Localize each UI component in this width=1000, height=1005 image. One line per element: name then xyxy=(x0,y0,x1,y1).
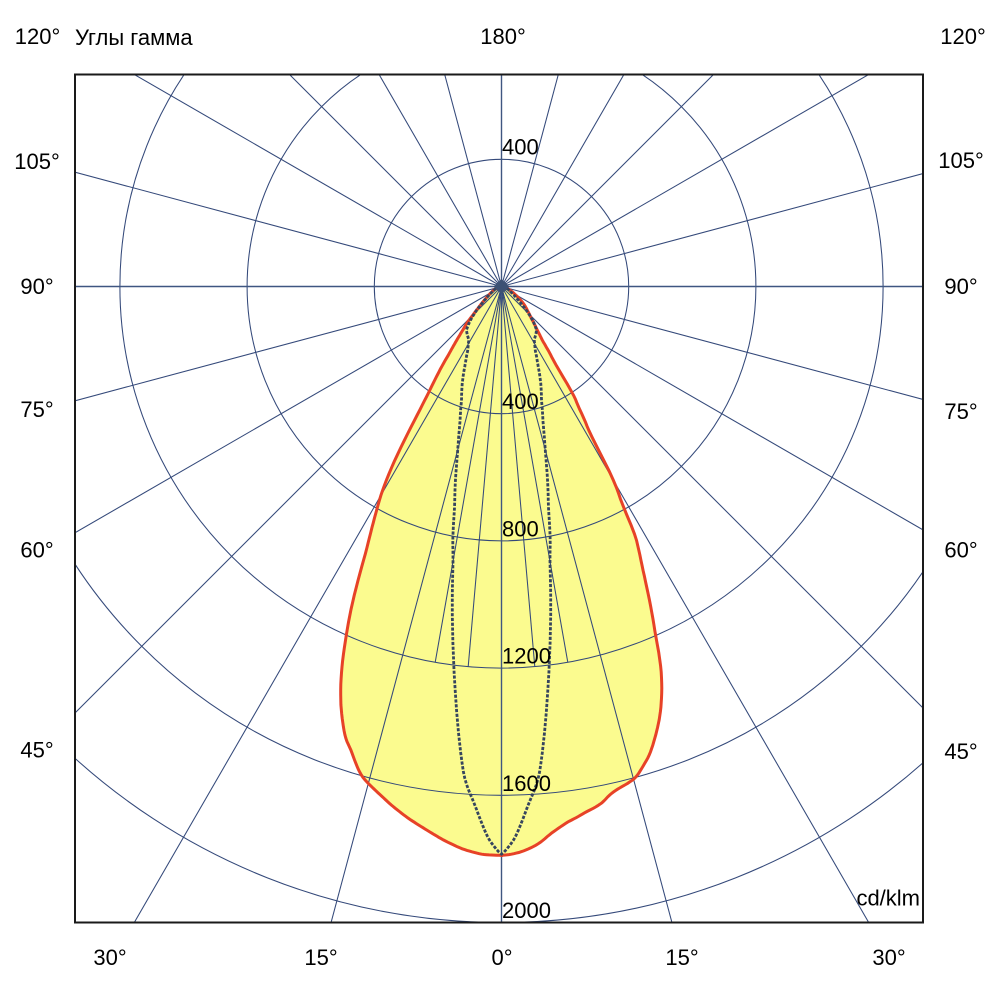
svg-text:105°: 105° xyxy=(14,149,60,174)
svg-text:75°: 75° xyxy=(944,399,977,424)
svg-text:cd/klm: cd/klm xyxy=(856,886,920,911)
svg-text:120°: 120° xyxy=(940,24,986,49)
svg-text:105°: 105° xyxy=(938,148,984,173)
svg-text:2000: 2000 xyxy=(502,898,551,923)
svg-text:1600: 1600 xyxy=(502,771,551,796)
svg-text:Углы гамма: Углы гамма xyxy=(75,25,193,50)
svg-text:400: 400 xyxy=(502,389,539,414)
svg-text:180°: 180° xyxy=(480,24,526,49)
svg-text:15°: 15° xyxy=(665,945,698,970)
svg-text:30°: 30° xyxy=(872,945,905,970)
svg-text:45°: 45° xyxy=(20,738,53,763)
svg-text:400: 400 xyxy=(502,135,539,160)
svg-text:90°: 90° xyxy=(20,274,53,299)
svg-text:45°: 45° xyxy=(944,739,977,764)
svg-text:60°: 60° xyxy=(944,538,977,563)
svg-text:0°: 0° xyxy=(491,945,512,970)
svg-text:1200: 1200 xyxy=(502,644,551,669)
svg-text:60°: 60° xyxy=(20,538,53,563)
svg-text:800: 800 xyxy=(502,517,539,542)
svg-text:120°: 120° xyxy=(15,24,61,49)
svg-text:75°: 75° xyxy=(20,397,53,422)
svg-text:30°: 30° xyxy=(93,945,126,970)
svg-text:90°: 90° xyxy=(944,274,977,299)
svg-text:15°: 15° xyxy=(304,945,337,970)
